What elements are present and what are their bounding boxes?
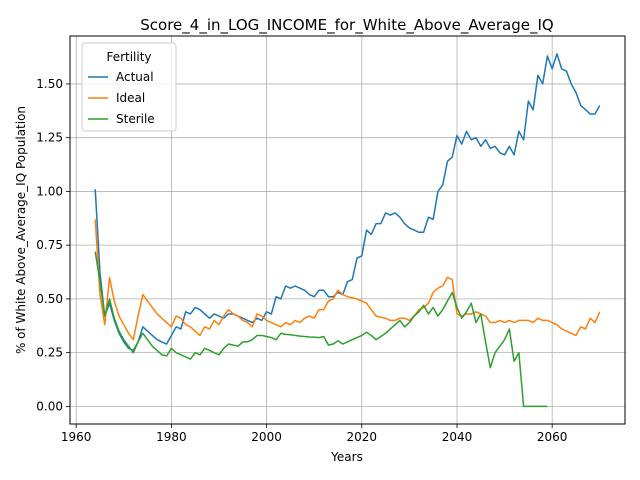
grid xyxy=(70,36,625,424)
series-line-ideal xyxy=(94,219,601,341)
y-tick-label: 1.25 xyxy=(36,131,63,145)
series-line-sterile xyxy=(94,251,548,408)
x-tick-label: 2000 xyxy=(251,430,282,444)
chart-title: Score_4_in_LOG_INCOME_for_White_Above_Av… xyxy=(140,16,553,35)
legend-label-actual: Actual xyxy=(116,70,154,84)
y-tick-label: 1.00 xyxy=(36,184,63,198)
x-tick-label: 1980 xyxy=(156,430,187,444)
legend-frame xyxy=(81,42,177,132)
plot-lines xyxy=(94,53,601,408)
series-line-actual xyxy=(94,53,601,352)
y-tick-label: 0.25 xyxy=(36,346,63,360)
x-tick-label: 2020 xyxy=(347,430,378,444)
legend-title: Fertility xyxy=(106,50,151,64)
x-tick-label: 1960 xyxy=(61,430,92,444)
x-tick-label: 2060 xyxy=(537,430,568,444)
y-tick-label: 0.00 xyxy=(36,399,63,413)
y-axis-label: % of White Above_Average_IQ Population xyxy=(14,106,28,354)
y-tick-label: 0.50 xyxy=(36,292,63,306)
x-axis-label: Years xyxy=(330,450,363,464)
legend: Fertility Actual Ideal Sterile xyxy=(81,42,177,132)
y-tick-label: 1.50 xyxy=(36,77,63,91)
axis-ticks: 1960 1980 2000 2020 2040 2060 0.00 0.25 0.50 0.75… xyxy=(36,77,567,444)
y-tick-label: 0.75 xyxy=(36,238,63,252)
legend-label-sterile: Sterile xyxy=(116,112,155,126)
plot-frame xyxy=(69,35,626,425)
legend-label-ideal: Ideal xyxy=(116,91,145,105)
x-tick-label: 2040 xyxy=(442,430,473,444)
